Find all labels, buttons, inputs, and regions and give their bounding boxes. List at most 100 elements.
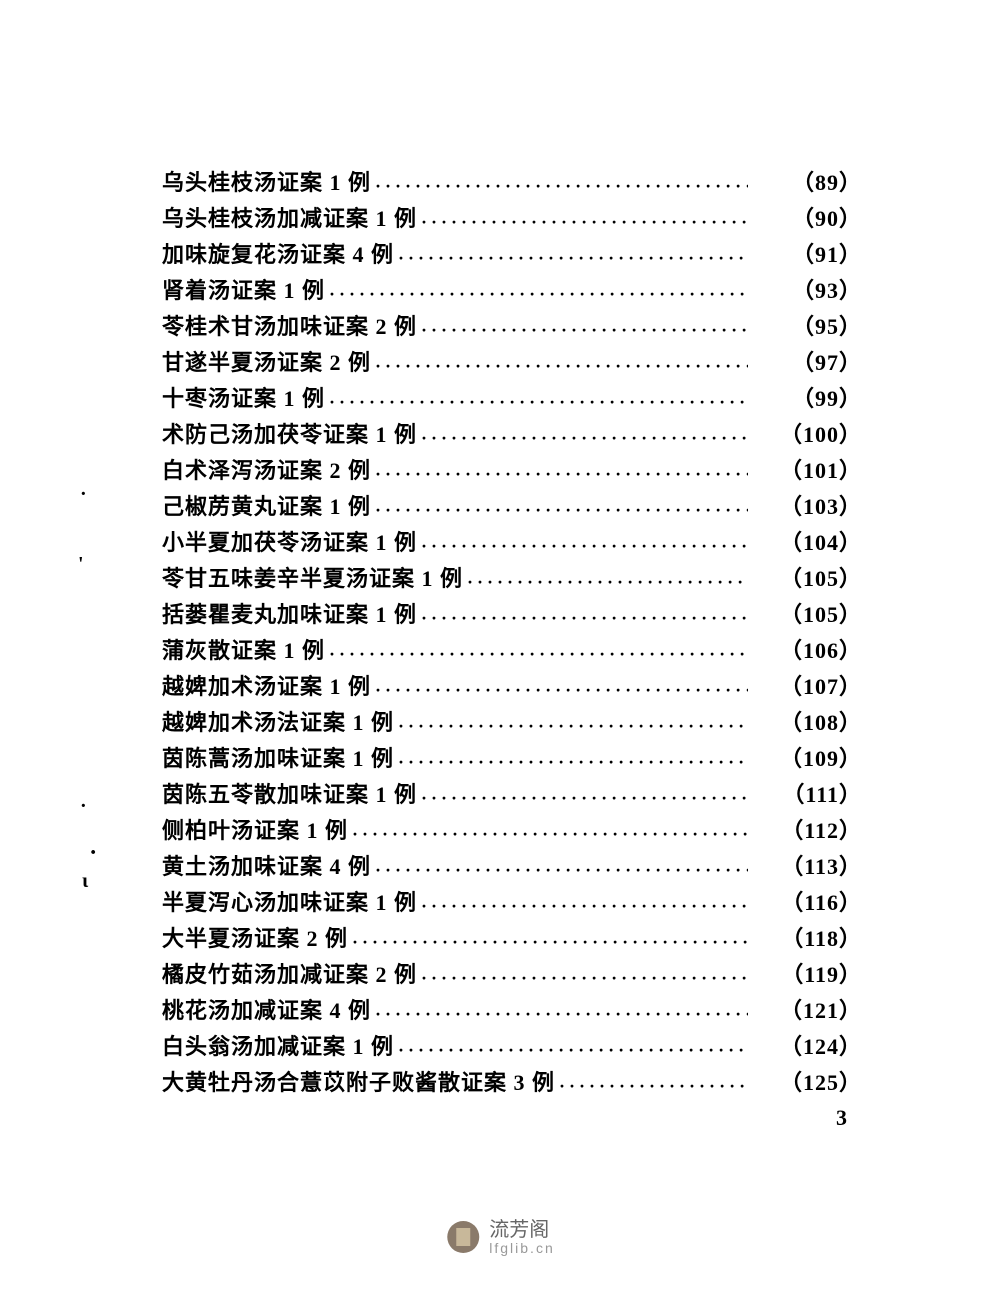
toc-title: 肾着汤证案 1 例 xyxy=(162,273,325,309)
toc-title: 茵陈五苓散加味证案 1 例 xyxy=(162,777,417,813)
toc-page: （89） xyxy=(752,165,862,201)
toc-title: 茵陈蒿汤加味证案 1 例 xyxy=(162,741,394,777)
toc-entry: 白术泽泻汤证案 2 例 （101） xyxy=(162,453,862,489)
toc-entry: 十枣汤证案 1 例 （99） xyxy=(162,381,862,417)
toc-title: 苓甘五味姜辛半夏汤证案 1 例 xyxy=(162,561,463,597)
toc-page: （124） xyxy=(752,1029,862,1065)
toc-leader xyxy=(329,276,748,298)
toc-leader xyxy=(375,348,748,370)
toc-page: （103） xyxy=(752,489,862,525)
toc-leader xyxy=(329,636,748,658)
page-number: 3 xyxy=(836,1105,847,1131)
toc-leader xyxy=(352,924,748,946)
scan-artifact: ι xyxy=(82,870,88,893)
toc-title: 小半夏加茯苓汤证案 1 例 xyxy=(162,525,417,561)
toc-page: （112） xyxy=(752,813,862,849)
toc-page: （91） xyxy=(752,237,862,273)
toc-title: 甘遂半夏汤证案 2 例 xyxy=(162,345,371,381)
toc-page: （104） xyxy=(752,525,862,561)
toc-entry: 乌头桂枝汤证案 1 例 （89） xyxy=(162,165,862,201)
toc-entry: 乌头桂枝汤加减证案 1 例 （90） xyxy=(162,201,862,237)
toc-entry: 肾着汤证案 1 例 （93） xyxy=(162,273,862,309)
toc-leader xyxy=(421,204,748,226)
toc-page: （109） xyxy=(752,741,862,777)
toc-title: 桃花汤加减证案 4 例 xyxy=(162,993,371,1029)
toc-title: 越婢加术汤法证案 1 例 xyxy=(162,705,394,741)
scan-artifact: · xyxy=(80,483,87,506)
toc-page: （125） xyxy=(752,1065,862,1101)
toc-page: （105） xyxy=(752,561,862,597)
toc-entry: 黄土汤加味证案 4 例 （113） xyxy=(162,849,862,885)
scan-artifact: · xyxy=(90,840,96,867)
toc-leader xyxy=(559,1068,748,1090)
toc-title: 加味旋复花汤证案 4 例 xyxy=(162,237,394,273)
toc-page: （97） xyxy=(752,345,862,381)
toc-leader xyxy=(375,168,748,190)
toc-title: 黄土汤加味证案 4 例 xyxy=(162,849,371,885)
toc-title: 术防己汤加茯苓证案 1 例 xyxy=(162,417,417,453)
toc-entry: 茵陈五苓散加味证案 1 例 （111） xyxy=(162,777,862,813)
toc-page: （118） xyxy=(752,921,862,957)
toc-page: （111） xyxy=(752,777,862,813)
scan-artifact: ' xyxy=(78,553,84,576)
toc-page: （100） xyxy=(752,417,862,453)
scan-artifact: · xyxy=(80,795,87,818)
toc-container: 乌头桂枝汤证案 1 例 （89） 乌头桂枝汤加减证案 1 例 （90） 加味旋复… xyxy=(162,165,862,1101)
toc-leader xyxy=(352,816,748,838)
toc-entry: 蒲灰散证案 1 例 （106） xyxy=(162,633,862,669)
toc-entry: 越婢加术汤证案 1 例 （107） xyxy=(162,669,862,705)
toc-page: （108） xyxy=(752,705,862,741)
toc-leader xyxy=(398,744,748,766)
toc-title: 括蒌瞿麦丸加味证案 1 例 xyxy=(162,597,417,633)
toc-leader xyxy=(421,420,748,442)
book-icon xyxy=(456,1228,470,1246)
toc-page: （116） xyxy=(752,885,862,921)
toc-entry: 术防己汤加茯苓证案 1 例 （100） xyxy=(162,417,862,453)
toc-page: （101） xyxy=(752,453,862,489)
toc-title: 苓桂术甘汤加味证案 2 例 xyxy=(162,309,417,345)
toc-page: （106） xyxy=(752,633,862,669)
toc-page: （99） xyxy=(752,381,862,417)
toc-leader xyxy=(421,600,748,622)
toc-leader xyxy=(375,852,748,874)
toc-title: 大半夏汤证案 2 例 xyxy=(162,921,348,957)
toc-leader xyxy=(421,312,748,334)
watermark-icon xyxy=(447,1221,479,1253)
toc-title: 白头翁汤加减证案 1 例 xyxy=(162,1029,394,1065)
toc-page: （105） xyxy=(752,597,862,633)
toc-leader xyxy=(398,240,748,262)
toc-entry: 大半夏汤证案 2 例 （118） xyxy=(162,921,862,957)
toc-leader xyxy=(421,960,748,982)
toc-page: （107） xyxy=(752,669,862,705)
watermark-url: lfglib.cn xyxy=(489,1241,554,1256)
toc-page: （121） xyxy=(752,993,862,1029)
watermark-text: 流芳阁 lfglib.cn xyxy=(489,1219,554,1256)
toc-leader xyxy=(398,708,748,730)
toc-leader xyxy=(375,996,748,1018)
toc-entry: 茵陈蒿汤加味证案 1 例 （109） xyxy=(162,741,862,777)
toc-title: 蒲灰散证案 1 例 xyxy=(162,633,325,669)
toc-leader xyxy=(421,528,748,550)
toc-entry: 苓桂术甘汤加味证案 2 例 （95） xyxy=(162,309,862,345)
toc-title: 己椒苈黄丸证案 1 例 xyxy=(162,489,371,525)
toc-leader xyxy=(329,384,748,406)
toc-page: （119） xyxy=(752,957,862,993)
toc-entry: 加味旋复花汤证案 4 例 （91） xyxy=(162,237,862,273)
toc-leader xyxy=(375,492,748,514)
toc-entry: 小半夏加茯苓汤证案 1 例 （104） xyxy=(162,525,862,561)
toc-leader xyxy=(398,1032,748,1054)
toc-entry: 半夏泻心汤加味证案 1 例 （116） xyxy=(162,885,862,921)
toc-entry: 白头翁汤加减证案 1 例 （124） xyxy=(162,1029,862,1065)
toc-entry: 甘遂半夏汤证案 2 例 （97） xyxy=(162,345,862,381)
toc-entry: 括蒌瞿麦丸加味证案 1 例 （105） xyxy=(162,597,862,633)
toc-page: （95） xyxy=(752,309,862,345)
toc-page: （113） xyxy=(752,849,862,885)
toc-leader xyxy=(375,672,748,694)
toc-entry: 己椒苈黄丸证案 1 例 （103） xyxy=(162,489,862,525)
toc-title: 乌头桂枝汤证案 1 例 xyxy=(162,165,371,201)
toc-entry: 苓甘五味姜辛半夏汤证案 1 例 （105） xyxy=(162,561,862,597)
watermark-name: 流芳阁 xyxy=(489,1219,554,1241)
toc-entry: 大黄牡丹汤合薏苡附子败酱散证案 3 例 （125） xyxy=(162,1065,862,1101)
toc-title: 越婢加术汤证案 1 例 xyxy=(162,669,371,705)
toc-title: 十枣汤证案 1 例 xyxy=(162,381,325,417)
